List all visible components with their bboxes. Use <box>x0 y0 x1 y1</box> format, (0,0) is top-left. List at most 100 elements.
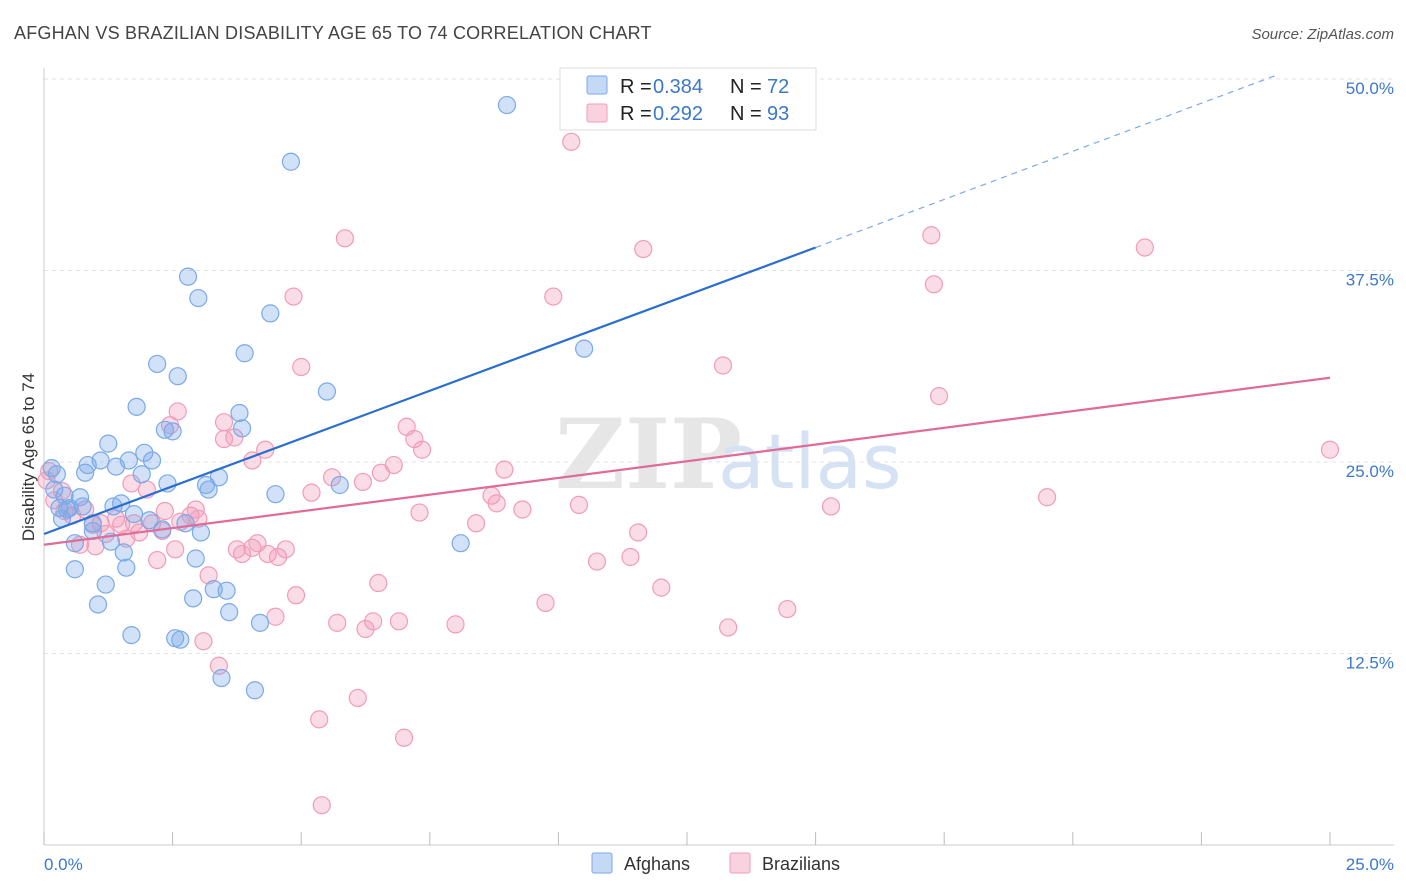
brazilians-point <box>513 500 532 519</box>
stats-legend: R = 0.384 N = 72 R = 0.292 N = 93 <box>559 67 817 131</box>
y-tick-label: 50.0% <box>1346 79 1394 98</box>
brazilians-point <box>1135 238 1154 257</box>
brazilians-point <box>194 632 213 651</box>
brazilians-point <box>562 132 581 151</box>
brazilians-point <box>348 688 367 708</box>
series-afghans <box>42 95 594 700</box>
afghans-point <box>73 497 92 516</box>
brazilians-point <box>284 287 303 306</box>
afghans-point <box>178 267 198 286</box>
brazilians-point <box>268 547 288 567</box>
afghans-point <box>184 589 203 608</box>
brazilians-point <box>232 544 252 564</box>
legend-n-label-brazilians: N = <box>730 103 762 125</box>
afghans-point <box>451 534 470 553</box>
brazilians-point <box>652 578 671 597</box>
brazilians-point <box>214 413 234 432</box>
x-tick-label-max: 25.0% <box>1346 855 1394 874</box>
afghans-point <box>65 534 84 553</box>
brazilians-point <box>634 239 653 259</box>
brazilians-point <box>394 728 414 747</box>
afghans-point <box>99 434 118 453</box>
afghans-point <box>117 558 136 577</box>
brazilians-point <box>335 229 355 248</box>
brazilians-point <box>353 472 373 492</box>
brazilians-point <box>148 550 167 570</box>
legend-swatch-brazilians <box>586 103 608 123</box>
afghans-point <box>317 382 337 401</box>
brazilians-point <box>310 710 329 729</box>
brazilians-point <box>322 468 342 487</box>
brazilians-point <box>356 619 375 639</box>
brazilians-point <box>168 402 187 421</box>
y-tick-labels: 12.5% 25.0% 37.5% 50.0% <box>1346 79 1394 673</box>
afghans-point <box>135 443 154 462</box>
afghans-point <box>212 668 231 688</box>
brazilians-point <box>389 612 409 631</box>
afghans-point <box>45 480 64 499</box>
brazilians-point <box>124 514 144 533</box>
afghans-point <box>168 367 187 386</box>
legend-swatch-afghans <box>586 75 608 95</box>
brazilians-point <box>821 497 841 516</box>
brazilians-point <box>266 607 285 626</box>
brazilians-point <box>292 357 311 377</box>
afghans-point <box>230 403 249 423</box>
trend-lines <box>43 73 1331 546</box>
afghans-point <box>199 480 218 499</box>
brazilians-point <box>544 287 563 306</box>
brazilians-point <box>276 540 295 559</box>
y-tick-label: 25.0% <box>1346 462 1394 481</box>
brazilians-point <box>924 275 944 294</box>
watermark: ZIP atlas <box>555 398 902 511</box>
brazilians-point <box>286 586 306 605</box>
legend-r-label-brazilians: R = <box>620 103 652 125</box>
afghans-point <box>250 613 270 632</box>
stats-legend-box <box>559 67 817 131</box>
brazilians-point <box>225 428 244 447</box>
y-tick-label: 12.5% <box>1346 654 1394 673</box>
brazilians-trend-line <box>43 376 1331 546</box>
afghans-point <box>148 354 167 374</box>
brazilians-point <box>166 540 185 559</box>
legend-n-value-afghans: 72 <box>767 76 789 98</box>
afghans-trend-line <box>43 246 816 536</box>
afghans-point <box>65 560 84 579</box>
afghans-point <box>140 511 159 530</box>
afghans-point <box>119 451 138 470</box>
axes <box>43 68 1394 846</box>
afghans-point <box>232 419 252 438</box>
brazilians-point <box>328 613 347 632</box>
afghans-trend-extension <box>815 73 1279 249</box>
afghans-point <box>281 152 301 171</box>
brazilians-point <box>778 599 797 619</box>
afghans-point <box>261 304 280 323</box>
brazilians-point <box>719 618 738 637</box>
afghans-point <box>191 523 210 542</box>
afghans-point <box>266 485 285 504</box>
legend-bottom-label-brazilians: Brazilians <box>762 854 840 874</box>
afghans-point <box>88 595 108 614</box>
afghans-point <box>497 95 517 115</box>
brazilians-point <box>384 455 403 475</box>
afghans-point <box>142 451 162 470</box>
afghans-point <box>220 603 239 622</box>
source-label: Source: ZipAtlas.com <box>1251 26 1394 43</box>
afghans-point <box>127 397 146 416</box>
afghans-point <box>91 451 110 470</box>
afghans-point <box>155 420 174 439</box>
legend-bottom-label-afghans: Afghans <box>624 854 690 874</box>
afghans-point <box>114 543 133 562</box>
afghans-point <box>186 549 205 568</box>
brazilians-point <box>1320 440 1340 459</box>
y-axis-label: Disability Age 65 to 74 <box>19 373 38 541</box>
brazilians-point <box>713 356 733 375</box>
afghans-point <box>575 339 594 358</box>
brazilians-point <box>155 501 174 521</box>
brazilians-point <box>1037 488 1057 507</box>
brazilians-point <box>410 503 429 522</box>
x-tick-label-min: 0.0% <box>44 855 83 874</box>
afghans-point <box>330 475 349 495</box>
brazilians-point <box>629 523 648 542</box>
